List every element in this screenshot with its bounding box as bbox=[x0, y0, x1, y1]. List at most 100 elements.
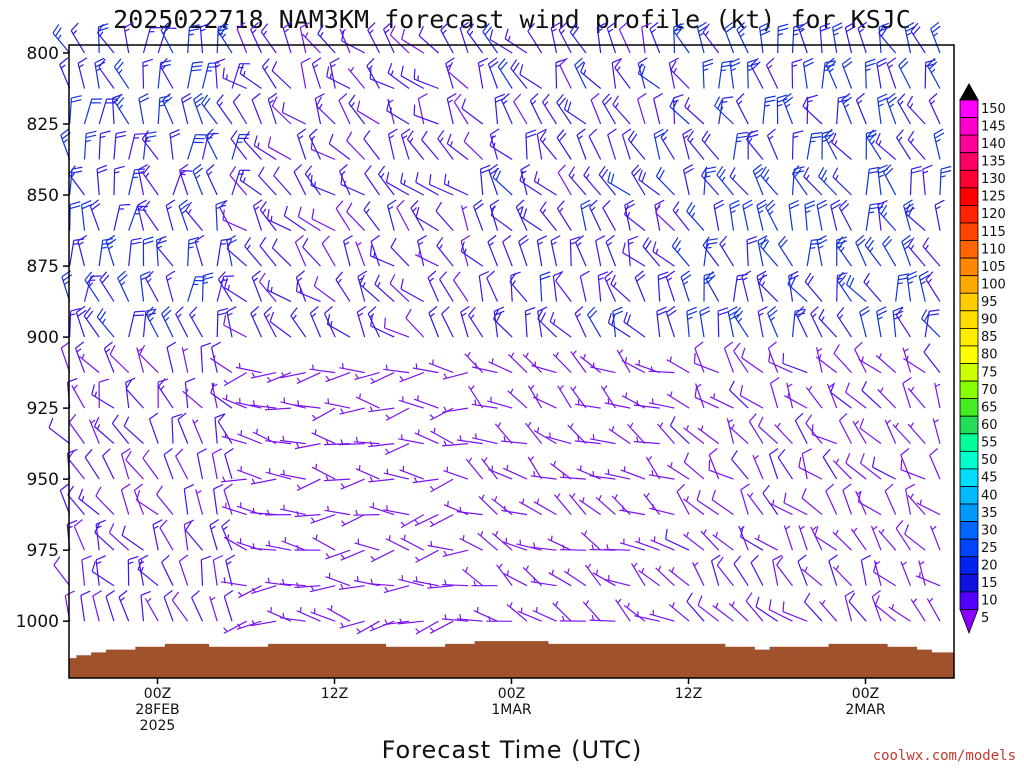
wind-barb bbox=[386, 199, 397, 231]
wind-barb bbox=[686, 306, 698, 338]
wind-barb bbox=[918, 560, 926, 586]
wind-barb bbox=[583, 166, 602, 196]
wind-barb bbox=[816, 199, 828, 231]
wind-barb bbox=[668, 602, 690, 622]
colorbar-swatch bbox=[959, 609, 979, 635]
wind-barb bbox=[876, 306, 887, 338]
wind-barb bbox=[370, 315, 395, 338]
wind-barb bbox=[765, 57, 779, 89]
wind-barb bbox=[160, 22, 174, 54]
wind-barb bbox=[137, 164, 148, 196]
wind-barb bbox=[757, 416, 779, 445]
wind-barb bbox=[546, 432, 572, 445]
wind-barb bbox=[527, 384, 543, 409]
wind-barb bbox=[757, 235, 769, 267]
wind-barb bbox=[574, 436, 601, 445]
wind-barb bbox=[328, 133, 351, 160]
wind-barb bbox=[929, 448, 941, 480]
wind-barb bbox=[296, 372, 321, 385]
wind-barb bbox=[308, 128, 322, 160]
wind-barb bbox=[383, 505, 410, 516]
wind-barb bbox=[845, 382, 867, 409]
wind-barb bbox=[525, 421, 543, 444]
wind-barb bbox=[638, 169, 661, 196]
wind-barb bbox=[442, 614, 469, 622]
wind-barb bbox=[844, 21, 856, 54]
wind-barb bbox=[821, 130, 833, 160]
wind-barb bbox=[752, 163, 764, 196]
wind-barb bbox=[623, 311, 646, 338]
wind-barb bbox=[788, 199, 800, 231]
wind-barb bbox=[532, 606, 557, 622]
wind-barb bbox=[244, 237, 262, 267]
wind-barb bbox=[547, 535, 572, 551]
wind-barb bbox=[852, 420, 867, 444]
wind-barb bbox=[634, 270, 646, 302]
wind-barb bbox=[142, 58, 153, 89]
wind-barb bbox=[824, 128, 838, 160]
wind-barb bbox=[650, 536, 675, 551]
wind-barb bbox=[156, 485, 174, 515]
wind-barb bbox=[832, 167, 852, 196]
wind-barb bbox=[697, 595, 720, 622]
wind-barb bbox=[895, 129, 912, 160]
wind-barb bbox=[552, 271, 564, 302]
y-axis: 800 825 850 875 900 925 950 975 1000 bbox=[16, 44, 69, 632]
wind-barb bbox=[280, 504, 306, 516]
wind-barb bbox=[768, 351, 793, 374]
wind-barb bbox=[875, 353, 897, 374]
wind-barb bbox=[477, 57, 489, 89]
colorbar-swatch bbox=[959, 310, 979, 329]
wind-barb bbox=[733, 307, 749, 338]
wind-barb bbox=[926, 597, 941, 622]
wind-barb bbox=[370, 234, 381, 267]
wind-barb bbox=[631, 164, 646, 196]
wind-barb bbox=[653, 128, 665, 160]
wind-barb bbox=[682, 128, 693, 160]
wind-barb bbox=[729, 57, 741, 89]
wind-barb bbox=[213, 483, 224, 515]
colorbar-swatch bbox=[959, 169, 979, 189]
wind-barb bbox=[747, 58, 758, 89]
wind-barb bbox=[309, 364, 336, 374]
wind-barb bbox=[412, 576, 439, 587]
colorbar-swatch bbox=[959, 573, 979, 593]
wind-barb bbox=[576, 128, 587, 160]
colorbar-swatch bbox=[959, 363, 979, 382]
wind-barb bbox=[217, 271, 233, 302]
wind-barb bbox=[442, 440, 469, 447]
wind-barb bbox=[886, 92, 897, 125]
wind-barb bbox=[605, 234, 617, 267]
wind-barb bbox=[183, 519, 195, 551]
wind-barb bbox=[653, 92, 664, 125]
wind-barb bbox=[114, 93, 130, 125]
wind-barb bbox=[221, 432, 247, 445]
wind-barb bbox=[767, 306, 779, 338]
wind-barb bbox=[759, 22, 771, 54]
colorbar-swatch bbox=[959, 433, 979, 452]
wind-barb bbox=[830, 199, 842, 231]
wind-barb bbox=[96, 308, 115, 338]
wind-barb bbox=[399, 372, 424, 383]
wind-barb bbox=[760, 237, 779, 267]
wind-barb bbox=[700, 166, 720, 196]
wind-barb bbox=[341, 514, 365, 527]
wind-barb bbox=[389, 274, 410, 303]
wind-barb bbox=[501, 436, 528, 445]
terrain bbox=[69, 641, 954, 678]
wind-barb bbox=[348, 94, 366, 125]
wind-barb bbox=[906, 95, 926, 125]
colorbar-swatch bbox=[959, 240, 979, 259]
wind-barb bbox=[810, 306, 823, 338]
wind-barb bbox=[396, 199, 410, 231]
wind-barb bbox=[253, 135, 277, 161]
wind-barb bbox=[137, 559, 159, 587]
wind-barb bbox=[338, 439, 365, 446]
wind-barb bbox=[510, 59, 528, 89]
wind-barb bbox=[579, 270, 590, 302]
wind-barb bbox=[294, 442, 321, 450]
wind-barb bbox=[884, 419, 897, 444]
wind-barb bbox=[326, 66, 351, 90]
wind-barb bbox=[723, 341, 735, 373]
wind-barb bbox=[589, 471, 616, 480]
